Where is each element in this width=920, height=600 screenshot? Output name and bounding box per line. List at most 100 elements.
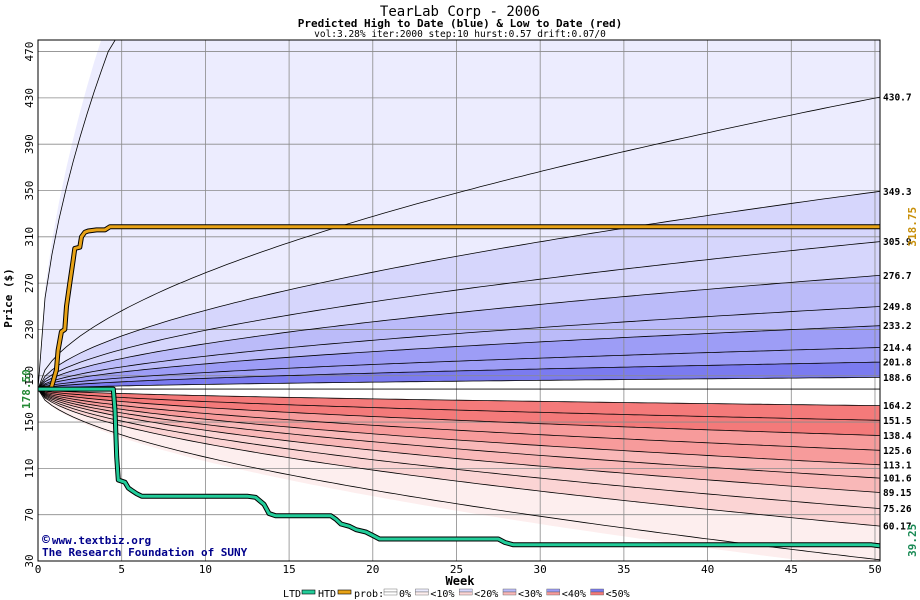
y-tick-label: 310 (23, 227, 36, 247)
percentile-line (37, 376, 880, 390)
percentile-value-label: 201.8 (883, 358, 912, 369)
probability-bands (38, 40, 880, 561)
percentile-line (37, 275, 881, 390)
percentile-line (37, 388, 881, 421)
legend-bucket-high-swatch (415, 588, 429, 593)
credit-organization: The Research Foundation of SUNY (42, 546, 248, 559)
x-tick-label: 15 (282, 563, 295, 576)
percentile-line (37, 325, 881, 390)
percentile-value-label: 60.17 (883, 522, 912, 533)
high-band (38, 40, 880, 390)
legend-bucket-label: <40% (562, 589, 586, 600)
x-tick-label: 25 (450, 563, 463, 576)
legend-bucket-low-swatch (502, 591, 517, 596)
percentile-value-label: 249.8 (883, 302, 912, 313)
low-band (38, 389, 880, 561)
x-tick-labels: 0 5 10 15 20 25 30 35 40 45 50 (35, 563, 882, 576)
y-tick-label: 70 (23, 508, 36, 521)
percentile-value-label: 305.9 (883, 237, 912, 248)
chart-title: TearLab Corp - 2006 (380, 4, 540, 20)
high-band (38, 275, 880, 390)
plot-frame (37, 39, 881, 562)
x-tick-label: 35 (617, 563, 630, 576)
low-band (38, 389, 880, 451)
y-tick-label: 190 (23, 366, 36, 386)
percentile-value-label: 113.1 (883, 460, 912, 471)
low-band (38, 389, 880, 436)
percentile-line (37, 388, 881, 493)
percentile-lines (37, 39, 881, 561)
legend-bucket-low-swatch (383, 591, 398, 596)
legend-bucket-high-swatch (590, 588, 604, 593)
y-tick-label: 30 (23, 554, 36, 567)
legend-bucket-label: <20% (474, 589, 498, 600)
low-band (38, 389, 880, 479)
legend-htd-label: HTD (318, 589, 336, 600)
percentile-line (37, 388, 881, 436)
legend-bucket-label: 0% (399, 589, 411, 600)
ltd-line (38, 387, 881, 548)
chart-subtitle: Predicted High to Date (blue) & Low to D… (298, 17, 623, 30)
percentile-value-label: 138.4 (883, 431, 912, 442)
percentile-line (37, 190, 881, 390)
y-tick-label: 390 (23, 134, 36, 154)
legend-ltd-label: LTD (283, 589, 301, 600)
percentile-value-label: 75.26 (883, 504, 912, 515)
x-tick-label: 10 (199, 563, 212, 576)
chart-params: vol:3.28% iter:2000 step:10 hurst:0.57 d… (314, 29, 606, 40)
x-tick-label: 40 (701, 563, 714, 576)
percentile-line (37, 241, 881, 390)
percentile-value-label: 233.2 (883, 321, 912, 332)
x-axis-label: Week (446, 574, 476, 588)
legend-ltd-swatch (301, 589, 316, 595)
legend-bucket-high-swatch (383, 588, 398, 593)
axes (37, 39, 881, 562)
credit-copyright: © www.textbiz.org (42, 533, 151, 548)
percentile-line (37, 388, 881, 451)
x-tick-label: 20 (366, 563, 379, 576)
legend-bucket-high-swatch (459, 588, 473, 593)
percentile-line (37, 388, 881, 406)
low-band (38, 389, 880, 493)
percentile-line (37, 347, 881, 390)
y-tick-labels: 30 70 110 150 190 230 270 310 350 390 430 470 (23, 42, 36, 568)
x-tick-label: 45 (785, 563, 798, 576)
htd-line (37, 225, 880, 391)
y-tick-label: 430 (23, 88, 36, 108)
percentile-line (37, 306, 881, 390)
legend-bucket-label: <10% (430, 589, 454, 600)
percentile-value-label: 188.6 (883, 373, 912, 384)
low-band (38, 389, 880, 465)
high-band (38, 241, 880, 390)
high-band (38, 325, 880, 390)
percentile-value-label: 125.6 (883, 446, 912, 457)
legend-bucket-low-swatch (546, 591, 560, 596)
x-tick-label: 50 (868, 563, 881, 576)
legend-bucket-high-swatch (546, 588, 560, 593)
percentile-line (37, 361, 881, 390)
legend-buckets: 0% <10% <20% <30% <40% <50% (383, 588, 630, 600)
legend-bucket-label: <30% (518, 589, 542, 600)
legend-bucket-label: <50% (606, 589, 630, 600)
y-axis-label: Price ($) (2, 268, 15, 328)
percentile-line (37, 388, 881, 527)
percentile-value-label: 89.15 (883, 488, 912, 499)
x-tick-label: 5 (118, 563, 125, 576)
low-to-date-value-label: 39.25 (906, 524, 919, 557)
percentile-line (37, 96, 881, 390)
y-tick-label: 470 (23, 42, 36, 62)
legend-bucket-low-swatch (415, 591, 429, 596)
y-tick-label: 150 (23, 412, 36, 432)
high-band (38, 97, 880, 390)
low-band (38, 389, 880, 509)
legend: LTD HTD prob: 0% <10% <20% <30% <40% <50% (283, 588, 630, 600)
legend-bucket-low-swatch (459, 591, 473, 596)
grid (37, 40, 880, 562)
percentile-value-label: 214.4 (883, 343, 912, 354)
high-band (38, 347, 880, 390)
legend-bucket-high-swatch (502, 588, 517, 593)
start-price-label: 178.50 (20, 369, 33, 409)
percentile-value-label: 276.7 (883, 271, 912, 282)
percentile-value-label: 430.7 (883, 93, 912, 104)
